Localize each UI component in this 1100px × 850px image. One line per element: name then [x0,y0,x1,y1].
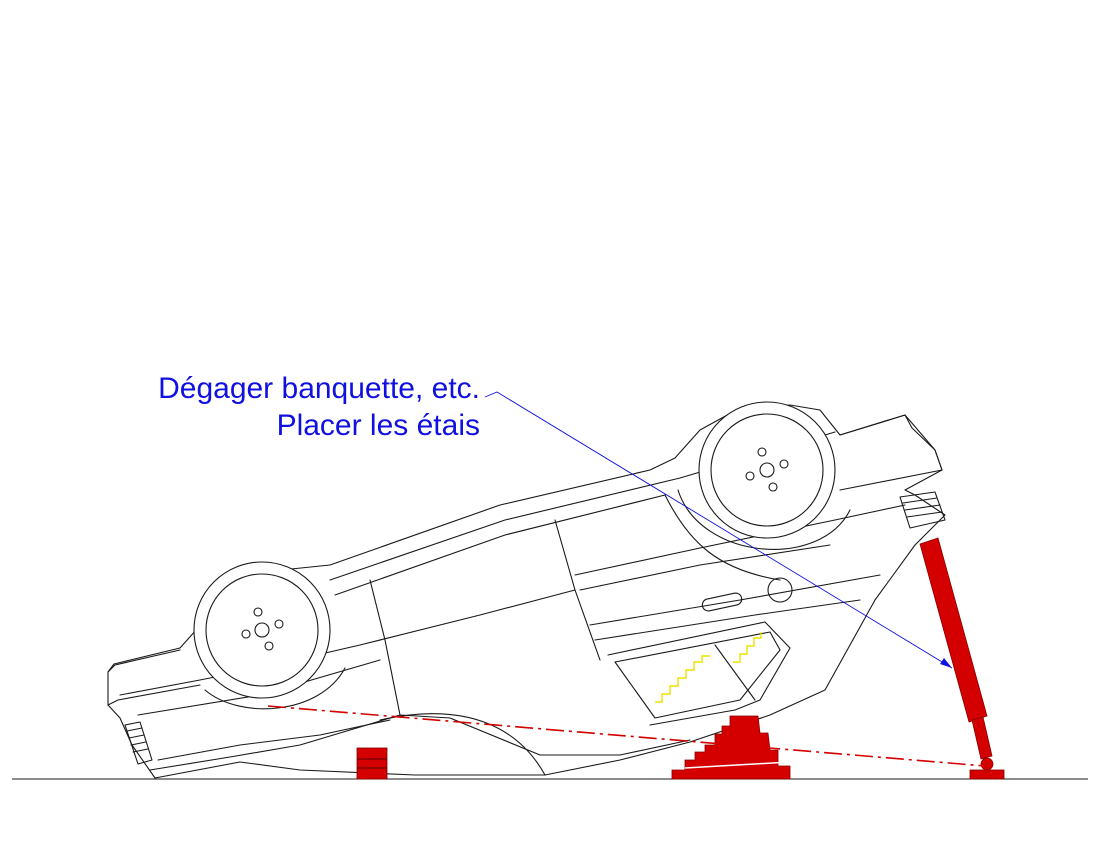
body-line-5 [589,574,881,626]
window-frame [607,621,791,726]
strut-prop [919,537,1005,780]
rear-bumper [107,649,201,706]
callout-leader-line [484,391,953,669]
alignment-dash-line [267,705,986,767]
rear-wheel-arch [204,667,346,710]
roof-line-inner [157,719,391,761]
broken-glass-mark-1 [655,655,710,703]
callout-arrowhead [940,658,952,668]
roof-line [149,714,691,771]
broken-glass-mark-2 [733,632,762,663]
callout-line-2: Placer les étais [276,409,480,442]
front-wheel-arch [677,489,851,550]
door-pillar-a [369,579,401,716]
callout-text: Dégager banquette, etc. Placer les étais [140,370,480,444]
rear-light-cluster [124,721,153,765]
overturned-car [107,401,946,779]
crib-block [356,747,388,780]
window-divider [714,644,756,701]
front-bumper [839,414,943,491]
front-light-cluster [899,491,946,529]
rear-wheel [193,561,331,699]
body-line-4 [579,544,831,591]
fuel-cap [767,577,793,603]
front-wheel [698,401,836,539]
body-line-1 [119,589,576,696]
sill-lower [334,494,666,596]
rear-window [614,631,781,719]
door-pillar-b [554,519,601,661]
door-pillar-c [664,494,781,581]
door-handle [701,592,743,612]
callout-line-1: Dégager banquette, etc. [158,372,480,405]
body-line-6 [594,599,861,641]
step-chock [671,715,791,780]
roof-curve [379,713,546,776]
